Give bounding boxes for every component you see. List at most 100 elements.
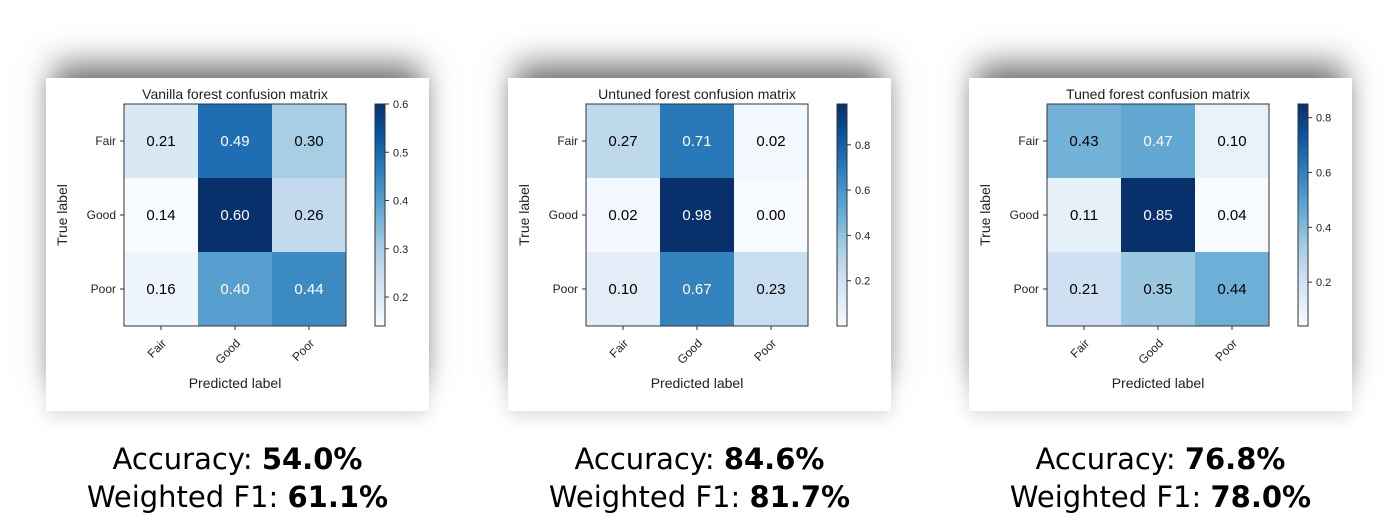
x-tick-label: Fair <box>607 336 632 361</box>
f1-label: Weighted F1: <box>548 480 741 514</box>
f1-label: Weighted F1: <box>1009 480 1202 514</box>
y-axis-label: True label <box>977 184 993 246</box>
heatmap-cell <box>734 178 808 252</box>
x-tick-label: Fair <box>145 336 170 361</box>
heatmap-cell <box>734 252 808 326</box>
heatmap-cell <box>660 104 734 178</box>
x-axis-label: Predicted label <box>651 375 744 391</box>
cell-value-label: 0.02 <box>608 207 637 224</box>
heatmap-cell <box>660 178 734 252</box>
cell-value-label: 0.16 <box>146 281 175 298</box>
panel-vanilla: Vanilla forest confusion matrix 0.21 0.49 0… <box>30 0 490 530</box>
x-axis-label: Predicted label <box>189 375 282 391</box>
f1-value: 81.7% <box>749 480 851 514</box>
colorbar-tick-label: 0.2 <box>1316 277 1331 289</box>
y-tick-label: Fair <box>95 134 116 148</box>
heatmap-cell <box>734 104 808 178</box>
heatmap-cell <box>1121 104 1195 178</box>
confusion-matrix-tuned: Tuned forest confusion matrix 0.43 0.47 0.1… <box>977 86 1331 391</box>
colorbar-tick-label: 0.3 <box>393 244 408 256</box>
heatmap-cell <box>1047 104 1121 178</box>
heatmap-cell <box>586 178 660 252</box>
heatmap-cell <box>272 252 346 326</box>
accuracy-line: Accuracy: 76.8% <box>969 440 1352 478</box>
f1-value: 61.1% <box>287 480 389 514</box>
cell-value-label: 0.11 <box>1070 207 1098 224</box>
y-axis-label: True label <box>54 184 70 246</box>
x-tick-label: Good <box>674 336 705 367</box>
heatmap-cell <box>1047 252 1121 326</box>
colorbar <box>836 103 848 327</box>
f1-line: Weighted F1: 81.7% <box>508 478 891 516</box>
chart-card-tuned: Tuned forest confusion matrix 0.43 0.47 0.1… <box>969 78 1352 411</box>
y-tick-label: Good <box>549 208 578 222</box>
cell-value-label: 0.49 <box>220 133 249 150</box>
y-tick-label: Poor <box>91 282 116 296</box>
heatmap-cell <box>1047 178 1121 252</box>
confusion-matrix-vanilla: Vanilla forest confusion matrix 0.21 0.49 0… <box>54 86 408 391</box>
heatmap-cell <box>124 104 198 178</box>
chart-title: Vanilla forest confusion matrix <box>142 86 328 102</box>
y-tick-label: Fair <box>1018 134 1039 148</box>
heatmap-cell <box>1195 178 1269 252</box>
confusion-matrix-untuned: Untuned forest confusion matrix 0.27 0.71 0… <box>516 86 870 391</box>
colorbar-tick-label: 0.6 <box>855 185 870 197</box>
cell-value-label: 0.30 <box>294 133 323 150</box>
metrics-tuned: Accuracy: 76.8% Weighted F1: 78.0% <box>969 440 1352 516</box>
accuracy-value: 76.8% <box>1184 442 1286 476</box>
accuracy-line: Accuracy: 54.0% <box>46 440 429 478</box>
cell-value-label: 0.04 <box>1217 207 1246 224</box>
cell-value-label: 0.00 <box>756 207 785 224</box>
heatmap-cell <box>124 252 198 326</box>
cell-value-label: 0.35 <box>1143 281 1172 298</box>
cell-value-label: 0.71 <box>682 133 711 150</box>
x-tick-label: Good <box>1135 336 1166 367</box>
x-axis-label: Predicted label <box>1112 375 1205 391</box>
colorbar-tick-label: 0.6 <box>1316 168 1331 180</box>
y-tick-label: Poor <box>553 282 578 296</box>
heatmap-cell <box>124 178 198 252</box>
chart-card-untuned: Untuned forest confusion matrix 0.27 0.71 0… <box>508 78 891 411</box>
cell-value-label: 0.21 <box>146 133 175 150</box>
panel-tuned: Tuned forest confusion matrix 0.43 0.47 0.1… <box>953 0 1400 530</box>
heatmap-cell <box>272 178 346 252</box>
accuracy-label: Accuracy: <box>1035 442 1176 476</box>
y-tick-label: Poor <box>1014 282 1039 296</box>
colorbar-tick-label: 0.8 <box>855 140 870 152</box>
x-tick-label: Good <box>212 336 243 367</box>
colorbar-tick-label: 0.8 <box>1316 113 1331 125</box>
cell-value-label: 0.44 <box>294 281 323 298</box>
panel-untuned: Untuned forest confusion matrix 0.27 0.71 0… <box>492 0 952 530</box>
cell-value-label: 0.21 <box>1069 281 1098 298</box>
heatmap-cell <box>198 178 272 252</box>
cell-value-label: 0.27 <box>608 133 637 150</box>
colorbar-tick-label: 0.4 <box>393 196 408 208</box>
colorbar-tick-label: 0.2 <box>855 276 870 288</box>
heatmap-cell <box>198 252 272 326</box>
cell-value-label: 0.85 <box>1143 207 1172 224</box>
cell-value-label: 0.44 <box>1217 281 1246 298</box>
heatmap-cell <box>272 104 346 178</box>
x-tick-label: Fair <box>1068 336 1093 361</box>
chart-title: Untuned forest confusion matrix <box>598 86 796 102</box>
y-tick-label: Fair <box>557 134 578 148</box>
cell-value-label: 0.43 <box>1069 133 1098 150</box>
cell-value-label: 0.02 <box>756 133 785 150</box>
colorbar-tick-label: 0.6 <box>393 99 408 111</box>
cell-value-label: 0.40 <box>220 281 249 298</box>
colorbar <box>1297 103 1309 327</box>
chart-title: Tuned forest confusion matrix <box>1066 86 1250 102</box>
metrics-vanilla: Accuracy: 54.0% Weighted F1: 61.1% <box>46 440 429 516</box>
cell-value-label: 0.14 <box>146 207 175 224</box>
accuracy-line: Accuracy: 84.6% <box>508 440 891 478</box>
cell-value-label: 0.98 <box>682 207 711 224</box>
heatmap-cell <box>586 252 660 326</box>
heatmap-cell <box>1195 252 1269 326</box>
x-tick-label: Poor <box>751 336 779 364</box>
cell-value-label: 0.47 <box>1143 133 1172 150</box>
y-tick-label: Good <box>1010 208 1039 222</box>
heatmap-cell <box>586 104 660 178</box>
heatmap-cell <box>1195 104 1269 178</box>
colorbar <box>374 103 386 327</box>
cell-value-label: 0.26 <box>294 207 323 224</box>
